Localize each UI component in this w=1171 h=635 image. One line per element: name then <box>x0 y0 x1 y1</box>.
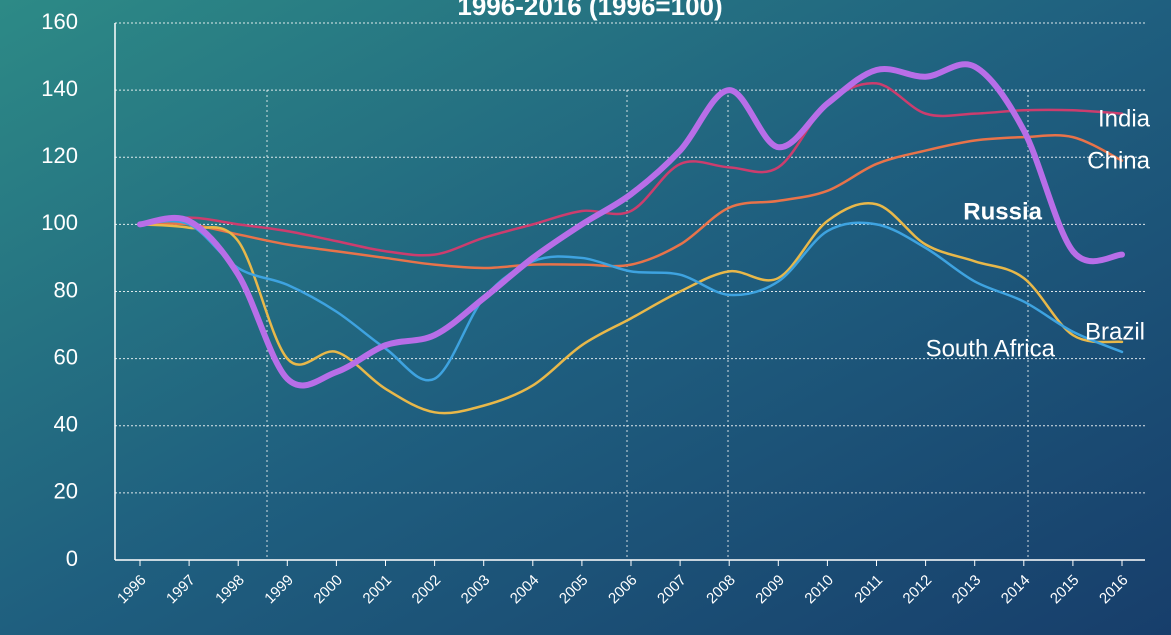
y-tick-label: 100 <box>41 210 78 235</box>
series-label: Brazil <box>1085 318 1145 345</box>
chart: 1996-2016 (1996=100) 0 20 40 60 80 100 120 140 1… <box>0 0 1171 635</box>
series-label: China <box>1087 147 1150 174</box>
y-tick-label: 160 <box>41 9 78 34</box>
series-label: India <box>1098 105 1151 132</box>
y-tick-label: 0 <box>66 546 78 571</box>
series-label: South Africa <box>926 335 1056 362</box>
y-tick-label: 140 <box>41 76 78 101</box>
y-tick-label: 20 <box>54 479 78 504</box>
y-tick-label: 40 <box>54 412 78 437</box>
y-tick-label: 60 <box>54 344 78 369</box>
chart-title: 1996-2016 (1996=100) <box>457 0 722 21</box>
background <box>0 0 1171 635</box>
y-tick-label: 120 <box>41 143 78 168</box>
y-tick-label: 80 <box>54 277 78 302</box>
series-label: Russia <box>963 198 1042 225</box>
